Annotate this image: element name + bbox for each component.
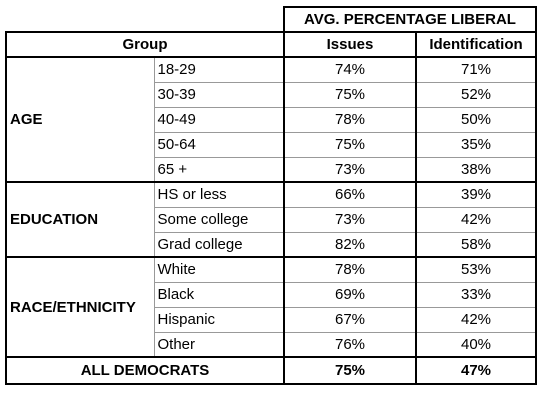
subgroup-cell: 30-39 [153, 81, 285, 107]
subgroup-cell: 65 + [153, 156, 285, 182]
issues-cell: 69% [284, 281, 417, 307]
subgroup-cell: Other [153, 331, 285, 357]
identification-cell: 42% [416, 306, 537, 332]
total-row: ALL DEMOCRATS 75% 47% [5, 356, 537, 385]
issues-cell: 66% [284, 181, 417, 207]
group-header: Group [5, 31, 285, 58]
identification-cell: 33% [416, 281, 537, 307]
total-identification: 47% [415, 356, 537, 385]
identification-cell: 50% [416, 106, 537, 132]
data-row: 50-64 75% 35% [6, 131, 537, 157]
issues-cell: 78% [284, 106, 417, 132]
subgroup-cell: 18-29 [153, 56, 285, 82]
data-row: AGE 18-29 74% 71% [5, 56, 537, 183]
blank-cell [6, 7, 284, 32]
issues-cell: 82% [284, 231, 417, 257]
subgroup-cell: White [153, 256, 285, 282]
identification-cell: 40% [416, 331, 537, 357]
identification-cell: 53% [416, 256, 537, 282]
issues-cell: 76% [284, 331, 417, 357]
table-title: AVG. PERCENTAGE LIBERAL [283, 6, 537, 33]
identification-header: Identification [415, 31, 537, 58]
header-row: Group Issues Identification [5, 31, 537, 58]
issues-cell: 75% [284, 81, 417, 107]
issues-cell: 75% [284, 131, 417, 157]
data-row: Hispanic 67% 42% [6, 306, 537, 332]
table-body: AVG. PERCENTAGE LIBERAL Group Issues Ide… [5, 6, 537, 385]
issues-cell: 67% [284, 306, 417, 332]
issues-cell: 73% [284, 206, 417, 232]
issues-cell: 73% [284, 156, 417, 182]
data-row: RACE/ETHNICITY White 78% 53% [5, 256, 537, 358]
subgroup-cell: Black [153, 281, 285, 307]
group-label: AGE [5, 56, 155, 183]
data-row: 65 +73% 38% [6, 156, 537, 182]
subgroup-cell: Some college [153, 206, 285, 232]
subgroup-cell: Grad college [153, 231, 285, 257]
identification-cell: 52% [416, 81, 537, 107]
subgroup-cell: HS or less [153, 181, 285, 207]
title-row: AVG. PERCENTAGE LIBERAL [6, 6, 537, 33]
data-row: EDUCATION HS or less 66% 39% [5, 181, 537, 258]
identification-cell: 39% [416, 181, 537, 207]
total-issues: 75% [283, 356, 417, 385]
identification-cell: 71% [416, 56, 537, 82]
data-row: Other 76% 40% [6, 331, 537, 357]
identification-cell: 35% [416, 131, 537, 157]
data-row: Some college 73% 42% [6, 206, 537, 232]
table: AVG. PERCENTAGE LIBERAL Group Issues Ide… [5, 6, 537, 385]
issues-cell: 78% [284, 256, 417, 282]
group-label: RACE/ETHNICITY [5, 256, 155, 358]
issues-cell: 74% [284, 56, 417, 82]
data-row: 40-49 78% 50% [6, 106, 537, 132]
data-row: 30-39 75% 52% [6, 81, 537, 107]
subgroup-cell: 50-64 [153, 131, 285, 157]
total-label: ALL DEMOCRATS [5, 356, 285, 385]
identification-cell: 58% [416, 231, 537, 257]
subgroup-cell: Hispanic [153, 306, 285, 332]
identification-cell: 42% [416, 206, 537, 232]
subgroup-cell: 40-49 [153, 106, 285, 132]
issues-header: Issues [283, 31, 417, 58]
identification-cell: 38% [416, 156, 537, 182]
group-label: EDUCATION [5, 181, 155, 258]
table-wrap: AVG. PERCENTAGE LIBERAL Group Issues Ide… [5, 6, 537, 385]
data-row: Grad college 82% 58% [6, 231, 537, 257]
data-row: Black 69% 33% [6, 281, 537, 307]
